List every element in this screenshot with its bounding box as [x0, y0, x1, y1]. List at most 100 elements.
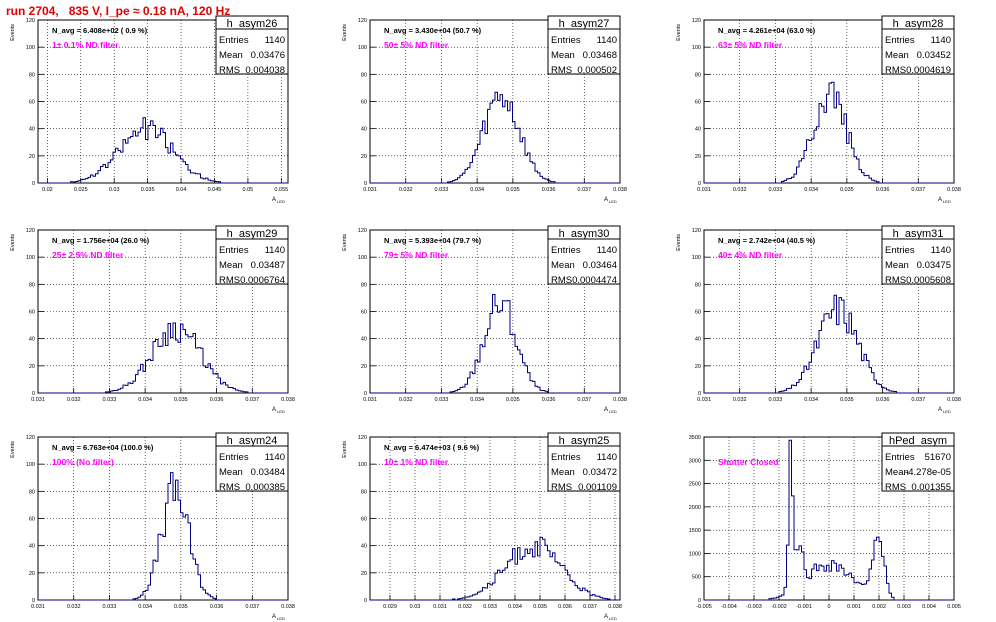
x-tick-label: 0.031	[697, 397, 711, 403]
y-tick-label: 60	[29, 517, 35, 523]
x-tick-label: 0.033	[103, 604, 117, 610]
y-tick-label: 60	[695, 100, 701, 106]
navg-label: N_avg = 5.393e+04 (79.7 %)	[384, 236, 482, 245]
stats-value-rms: 0.000502	[577, 65, 617, 76]
stats-title: h_asym28	[893, 18, 944, 30]
x-tick-label: 0.034	[138, 397, 152, 403]
x-tick-label: 0.032	[733, 187, 747, 193]
navg-label: N_avg = 1.756e+04 (26.0 %)	[52, 236, 150, 245]
x-tick-label: 0.005	[947, 604, 961, 610]
navg-label: N_avg = 6.763e+04 (100.0 %)	[52, 443, 154, 452]
x-tick-label: 0.036	[542, 397, 556, 403]
x-tick-label: 0.037	[577, 397, 591, 403]
stats-box	[215, 225, 289, 285]
x-tick-label: 0.037	[911, 187, 925, 193]
x-tick-label: 0.031	[697, 187, 711, 193]
x-tick-label: 0.033	[483, 604, 497, 610]
stats-label-entries: Entries	[219, 245, 249, 256]
stats-value-mean: 0.03475	[917, 260, 951, 271]
navg-label: N_avg = 6.408e+02 ( 0.9 %)	[52, 26, 148, 35]
histogram-panel-h_asym24: 0.031 0.032 0.033 0.034 0.035 0.036 0.037 0.038…	[10, 432, 295, 621]
stats-title: h_asym27	[559, 18, 610, 30]
stats-title: hPed_asym	[889, 435, 947, 447]
x-tick-label: 0.037	[577, 187, 591, 193]
stats-label-entries: Entries	[219, 35, 249, 46]
x-tick-label: 0.035	[506, 397, 520, 403]
y-tick-label: 80	[29, 282, 35, 288]
x-tick-label: 0.036	[876, 187, 890, 193]
y-tick-label: 40	[695, 337, 701, 343]
y-tick-label: 20	[361, 364, 367, 370]
y-tick-label: 20	[695, 364, 701, 370]
stats-label-rms: RMS	[885, 482, 906, 493]
filter-annotation: 25± 2.5% ND filter	[52, 250, 124, 260]
y-tick-label: 0	[698, 181, 701, 187]
stats-value-rms: 0.0005608	[906, 275, 951, 286]
x-axis-label-sub: LED	[277, 199, 285, 204]
x-axis-label: A	[938, 197, 942, 203]
stats-label-entries: Entries	[885, 35, 915, 46]
y-tick-label: 120	[358, 435, 367, 441]
x-axis-label-sub: LED	[943, 199, 951, 204]
histogram-panel-h_asym31: 0.031 0.032 0.033 0.034 0.035 0.036 0.037 0.038…	[676, 225, 961, 414]
y-tick-label: 80	[361, 489, 367, 495]
stats-value-entries: 1140	[597, 452, 617, 463]
x-tick-label: 0.035	[174, 604, 188, 610]
y-tick-label: 20	[29, 364, 35, 370]
x-tick-label: 0.035	[141, 187, 155, 193]
x-tick-label: 0.035	[174, 397, 188, 403]
x-axis-label-sub: LED	[277, 616, 285, 621]
y-tick-label: 80	[361, 72, 367, 78]
histogram-line	[38, 472, 288, 601]
x-tick-label: 0.033	[769, 187, 783, 193]
histogram-panel-h_asym30: 0.031 0.032 0.033 0.034 0.035 0.036 0.037 0.038…	[342, 225, 627, 414]
stats-value-entries: 1140	[265, 35, 285, 46]
stats-value-rms: 0.0006764	[240, 275, 285, 286]
x-tick-label: 0.034	[470, 397, 484, 403]
y-tick-label: 0	[698, 391, 701, 397]
y-tick-label: 120	[26, 228, 35, 234]
x-tick-label: 0.031	[363, 187, 377, 193]
x-axis-label-sub: LED	[609, 409, 617, 414]
y-tick-label: 3000	[689, 458, 701, 464]
stats-value-rms: 0.001109	[578, 482, 617, 493]
stats-label-mean: Mean	[885, 467, 909, 478]
x-tick-label: 0.036	[542, 187, 556, 193]
stats-label-rms: RMS	[885, 275, 906, 286]
x-tick-label: 0.032	[67, 604, 81, 610]
y-tick-label: 0	[32, 598, 35, 604]
x-axis-label: A	[272, 197, 276, 203]
x-axis-label-sub: LED	[943, 409, 951, 414]
x-tick-label: -0.005	[696, 604, 712, 610]
x-tick-label: 0.038	[947, 187, 961, 193]
stats-title: h_asym25	[559, 435, 610, 447]
stats-value-mean: 0.03464	[583, 260, 617, 271]
stats-label-entries: Entries	[551, 245, 581, 256]
histogram-panel-h_asym26: 0.02 0.025 0.03 0.035 0.04 0.045 0.05 0.055 0 20 4…	[10, 15, 289, 204]
stats-label-rms: RMS	[219, 275, 240, 286]
histogram-line	[38, 117, 288, 184]
navg-label: N_avg = 6.474e+03 ( 9.6 %)	[384, 443, 480, 452]
y-tick-label: 60	[361, 517, 367, 523]
stats-title: h_asym26	[227, 18, 278, 30]
y-tick-label: 120	[358, 228, 367, 234]
histogram-panel-h_asym27: 0.031 0.032 0.033 0.034 0.035 0.036 0.037 0.038…	[342, 15, 627, 204]
histogram-line	[370, 536, 620, 601]
stats-title: h_asym31	[893, 228, 944, 240]
filter-annotation: 1± 0.1% ND filter	[52, 40, 119, 50]
x-tick-label: 0.032	[458, 604, 472, 610]
x-axis-label: A	[604, 197, 608, 203]
y-tick-label: 60	[29, 310, 35, 316]
stats-value-entries: 51670	[925, 452, 951, 463]
navg-label: N_avg = 3.430e+04 (50.7 %)	[384, 26, 482, 35]
stats-label-mean: Mean	[885, 260, 909, 271]
x-tick-label: -0.002	[771, 604, 787, 610]
stats-value-rms: 0.004038	[245, 65, 285, 76]
histogram-line	[704, 294, 954, 394]
x-tick-label: 0.045	[208, 187, 222, 193]
y-tick-label: 0	[698, 598, 701, 604]
y-tick-label: 80	[695, 72, 701, 78]
filter-annotation: Shutter Closed	[718, 457, 778, 467]
y-axis-label: Events	[342, 441, 348, 458]
x-axis-label: A	[604, 614, 608, 620]
